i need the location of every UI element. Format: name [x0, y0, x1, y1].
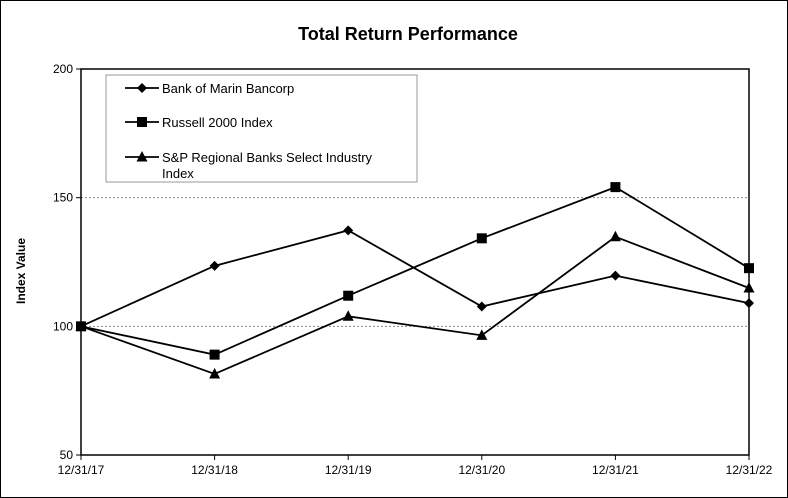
data-point — [609, 230, 621, 242]
data-point — [476, 233, 487, 244]
data-point — [75, 320, 87, 331]
data-point — [610, 182, 621, 193]
y-axis-title: Index Value — [14, 238, 28, 304]
legend-label: S&P Regional Banks Select Industry — [162, 150, 373, 165]
data-point — [343, 225, 354, 236]
legend-box — [105, 74, 418, 183]
legend-marker — [136, 151, 148, 162]
legend-marker — [137, 117, 147, 127]
data-point — [610, 270, 621, 281]
x-tick-label: 12/31/17 — [58, 463, 105, 477]
chart-title: Total Return Performance — [298, 24, 518, 44]
series-line — [80, 235, 750, 375]
x-tick-label: 12/31/19 — [325, 463, 372, 477]
data-point — [744, 263, 754, 274]
series-0 — [76, 225, 754, 332]
legend-label: Index — [162, 166, 194, 181]
data-point — [342, 310, 354, 321]
y-tick-label: 50 — [60, 448, 74, 462]
data-point — [343, 290, 354, 301]
series-line — [80, 186, 750, 356]
legend-label: Bank of Marin Bancorp — [162, 81, 294, 96]
y-tick-label: 200 — [53, 62, 73, 76]
x-tick-label: 12/31/21 — [592, 463, 639, 477]
x-tick-label: 12/31/20 — [458, 463, 505, 477]
legend-item-0: Bank of Marin Bancorp — [125, 81, 294, 96]
data-point — [209, 260, 220, 271]
data-point — [209, 349, 220, 360]
series-2 — [75, 230, 755, 379]
data-point — [209, 367, 221, 379]
series-line — [80, 229, 750, 328]
y-tick-label: 150 — [53, 191, 73, 205]
series-1 — [76, 182, 754, 360]
x-axis-ticks: 12/31/17 12/31/18 12/31/19 12/31/20 12/31/21… — [58, 455, 773, 477]
data-point — [476, 301, 487, 312]
x-tick-label: 12/31/22 — [726, 463, 773, 477]
data-point — [744, 298, 754, 309]
legend: Bank of Marin Bancorp Russell 2000 Index S… — [105, 74, 418, 183]
gridlines — [81, 197, 749, 327]
y-tick-label: 100 — [53, 319, 73, 333]
plot-area — [80, 68, 750, 456]
data-point — [476, 329, 488, 340]
y-axis-ticks: 50 100 150 200 — [53, 62, 81, 462]
legend-marker — [137, 83, 147, 93]
legend-label: Russell 2000 Index — [162, 115, 273, 130]
legend-item-1: Russell 2000 Index — [125, 115, 273, 130]
series-lines — [75, 182, 755, 379]
data-point — [743, 281, 755, 293]
x-tick-label: 12/31/18 — [191, 463, 238, 477]
